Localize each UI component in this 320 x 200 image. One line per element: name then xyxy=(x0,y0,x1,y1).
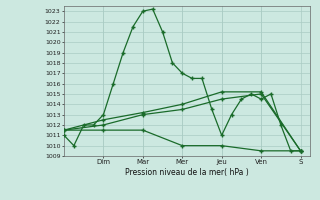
X-axis label: Pression niveau de la mer( hPa ): Pression niveau de la mer( hPa ) xyxy=(125,168,249,177)
